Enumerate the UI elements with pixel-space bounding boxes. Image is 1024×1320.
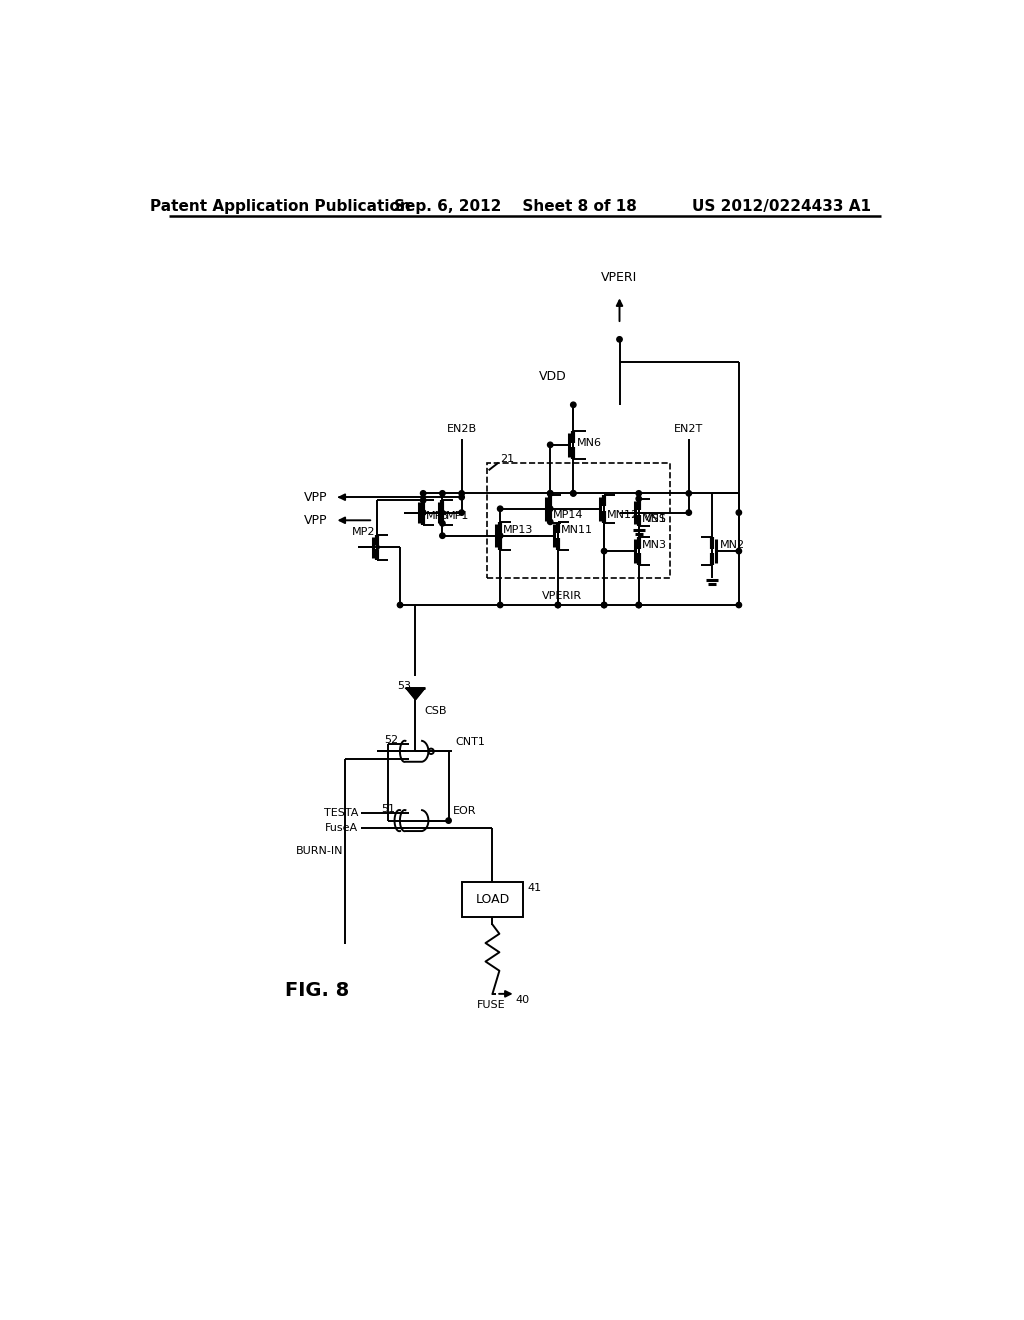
Circle shape xyxy=(686,491,691,496)
Circle shape xyxy=(421,498,426,503)
Text: MP14: MP14 xyxy=(553,510,584,520)
Circle shape xyxy=(498,533,503,539)
Text: CNT1: CNT1 xyxy=(456,737,485,747)
Text: TESTA: TESTA xyxy=(325,808,358,818)
Circle shape xyxy=(736,510,741,515)
Text: FUSE: FUSE xyxy=(476,1001,505,1010)
Circle shape xyxy=(736,548,741,554)
Text: EN2T: EN2T xyxy=(674,425,703,434)
Text: VPP: VPP xyxy=(303,513,327,527)
Text: VPERI: VPERI xyxy=(601,271,638,284)
Text: MP1: MP1 xyxy=(445,511,469,520)
Circle shape xyxy=(570,491,577,496)
Text: Patent Application Publication: Patent Application Publication xyxy=(151,198,411,214)
Text: BURN-IN: BURN-IN xyxy=(296,846,343,857)
Circle shape xyxy=(498,506,503,511)
Circle shape xyxy=(686,510,691,515)
Text: MN3: MN3 xyxy=(642,540,667,550)
Circle shape xyxy=(555,602,560,607)
Circle shape xyxy=(601,602,607,607)
Text: 21: 21 xyxy=(500,454,514,463)
Text: MN12: MN12 xyxy=(607,510,639,520)
Text: 41: 41 xyxy=(527,883,542,894)
Polygon shape xyxy=(407,688,425,700)
Text: EN2B: EN2B xyxy=(446,425,477,434)
Circle shape xyxy=(736,602,741,607)
Circle shape xyxy=(548,491,553,496)
Circle shape xyxy=(570,403,577,408)
Text: VPERIR: VPERIR xyxy=(542,591,582,601)
Text: VDD: VDD xyxy=(540,370,567,383)
Text: CSB: CSB xyxy=(425,706,447,717)
Circle shape xyxy=(555,602,560,607)
Circle shape xyxy=(439,533,445,539)
Circle shape xyxy=(421,510,426,515)
Circle shape xyxy=(548,506,553,511)
Text: VPP: VPP xyxy=(303,491,327,504)
Text: 52: 52 xyxy=(385,735,398,744)
Circle shape xyxy=(548,442,553,447)
Circle shape xyxy=(601,602,607,607)
Circle shape xyxy=(498,602,503,607)
Bar xyxy=(487,462,670,578)
Circle shape xyxy=(570,491,577,496)
Text: 51: 51 xyxy=(381,804,395,814)
Circle shape xyxy=(636,491,641,496)
Text: LOAD: LOAD xyxy=(475,894,510,907)
Text: FIG. 8: FIG. 8 xyxy=(285,981,349,999)
Text: MN1: MN1 xyxy=(642,513,667,524)
Text: EOR: EOR xyxy=(453,807,476,816)
Circle shape xyxy=(421,491,426,496)
Circle shape xyxy=(601,548,607,554)
Text: MN2: MN2 xyxy=(720,540,744,550)
Text: MP2: MP2 xyxy=(352,527,376,537)
Bar xyxy=(462,882,523,917)
Circle shape xyxy=(459,510,464,515)
Circle shape xyxy=(636,602,641,607)
Text: Sep. 6, 2012    Sheet 8 of 18: Sep. 6, 2012 Sheet 8 of 18 xyxy=(394,198,637,214)
Text: US 2012/0224433 A1: US 2012/0224433 A1 xyxy=(691,198,870,214)
Text: MN6: MN6 xyxy=(578,438,602,449)
Circle shape xyxy=(636,602,641,607)
Circle shape xyxy=(439,491,445,496)
Circle shape xyxy=(439,520,445,527)
Text: VSS: VSS xyxy=(645,513,667,524)
Text: 40: 40 xyxy=(515,995,529,1005)
Circle shape xyxy=(548,491,553,496)
Circle shape xyxy=(397,602,402,607)
Text: MP3: MP3 xyxy=(426,511,450,520)
Circle shape xyxy=(459,491,464,496)
Circle shape xyxy=(445,818,452,824)
Circle shape xyxy=(616,337,623,342)
Text: MN11: MN11 xyxy=(561,524,593,535)
Text: 53: 53 xyxy=(397,681,412,690)
Circle shape xyxy=(636,496,641,502)
Circle shape xyxy=(459,495,464,500)
Text: FuseA: FuseA xyxy=(326,822,358,833)
Text: MP13: MP13 xyxy=(503,524,534,535)
Circle shape xyxy=(548,519,553,524)
